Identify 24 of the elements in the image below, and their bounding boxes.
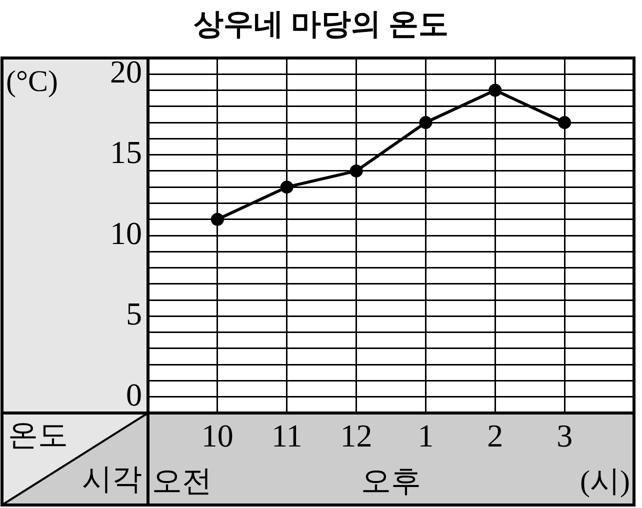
point [350,164,363,178]
x-tick-label: 11 [271,418,302,454]
y-tick-label: 5 [126,296,142,332]
y-tick-label: 15 [110,134,142,170]
y-tick-label: 0 [126,376,142,412]
x-tick-label: 2 [487,418,504,454]
point [280,180,294,194]
x-tick-label: 12 [340,418,372,454]
text: (시) [580,464,630,498]
y-tick-label: 20 [110,54,142,90]
chart-title: 상우네 마당의 온도 [194,8,448,41]
text: 오후 [361,464,421,498]
text: 오전 [152,464,212,498]
point [210,212,224,226]
x-axis-title: 시각 [82,462,142,496]
y-axis-title: 온도 [8,418,68,452]
y-tick-label: 10 [110,214,142,251]
x-tick-label: 1 [418,418,434,454]
text: (°C) [6,64,58,98]
point [488,84,502,97]
x-tick-label: 3 [556,418,573,454]
point [558,116,572,130]
point [419,116,432,130]
x-tick-label: 10 [201,418,234,454]
